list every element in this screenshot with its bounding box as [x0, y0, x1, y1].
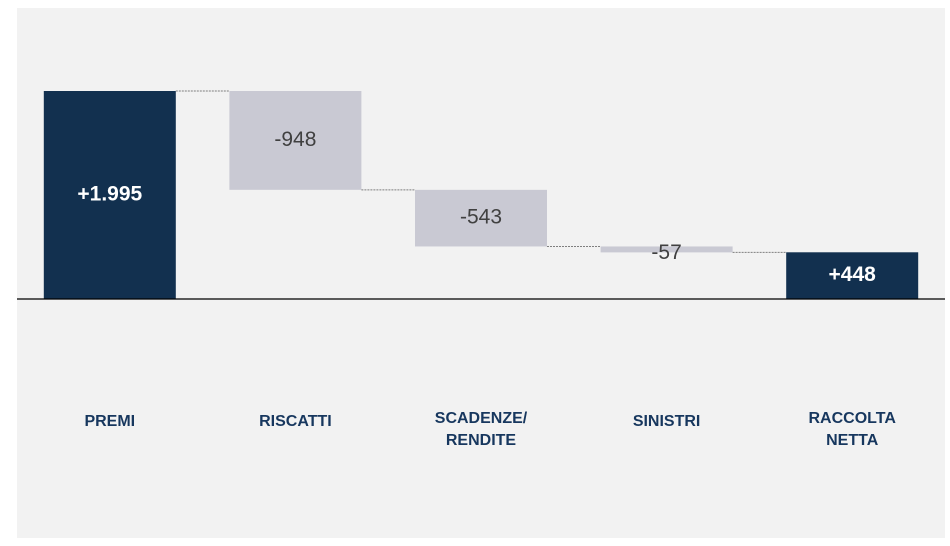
- value-label: -948: [274, 128, 316, 151]
- bar: [600, 246, 733, 253]
- value-label: +1.995: [77, 183, 142, 206]
- x-tick-label: SINISTRI: [633, 413, 701, 430]
- value-label: -57: [651, 241, 681, 264]
- x-tick-label: RACCOLTA NETTA: [809, 410, 897, 449]
- value-label: +448: [829, 263, 877, 286]
- x-tick-label: RISCATTI: [259, 413, 332, 430]
- x-tick-label: PREMI: [84, 413, 135, 430]
- bar: [43, 91, 176, 299]
- bar: [229, 91, 362, 190]
- value-label: -543: [460, 206, 502, 229]
- bar: [786, 252, 919, 299]
- x-tick-label: SCADENZE/RENDITE: [435, 410, 528, 449]
- bar: [415, 189, 547, 247]
